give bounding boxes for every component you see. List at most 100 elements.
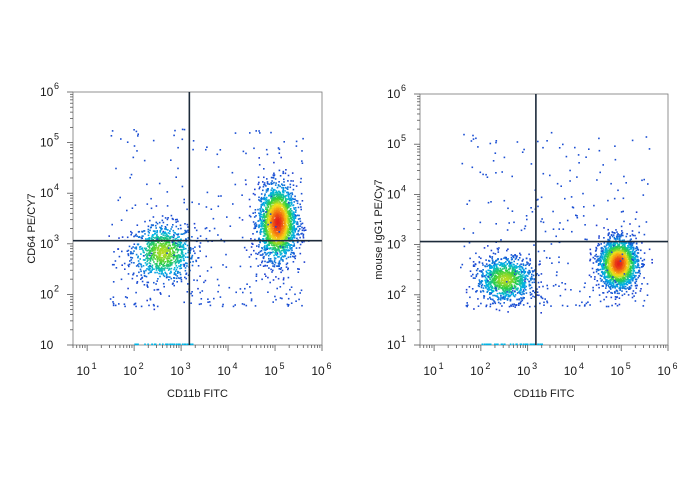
- event-dot: [166, 260, 169, 262]
- event-dot: [521, 281, 523, 283]
- event-dot: [272, 247, 274, 249]
- event-dot: [299, 220, 302, 223]
- event-dot: [260, 205, 262, 208]
- event-dot: [301, 241, 304, 244]
- event-dot: [279, 242, 281, 244]
- event-dot: [150, 242, 153, 244]
- event-dot: [276, 219, 279, 222]
- event-dot: [497, 258, 499, 260]
- event-dot: [513, 278, 516, 281]
- event-dot: [502, 298, 504, 300]
- event-dot: [241, 303, 244, 305]
- event-dot: [501, 292, 503, 295]
- event-dot: [280, 243, 282, 245]
- event-dot: [184, 256, 187, 258]
- event-dot: [177, 262, 180, 264]
- event-dot: [158, 268, 161, 271]
- event-dot: [258, 214, 261, 216]
- event-dot: [239, 288, 242, 290]
- event-dot: [158, 256, 161, 259]
- event-dot: [520, 286, 522, 289]
- event-dot: [514, 306, 516, 308]
- event-dot: [269, 213, 272, 215]
- event-dot: [530, 293, 533, 295]
- event-dot: [509, 263, 511, 266]
- event-dot: [162, 273, 164, 275]
- event-dot: [278, 261, 281, 263]
- event-dot: [159, 226, 161, 229]
- event-dot: [284, 216, 287, 218]
- event-dot: [174, 238, 177, 240]
- event-dot: [153, 254, 155, 256]
- event-dot: [529, 258, 531, 260]
- event-dot: [158, 237, 161, 240]
- event-dot: [171, 226, 173, 228]
- event-dot: [167, 263, 170, 266]
- event-dot: [301, 160, 303, 162]
- event-dot: [151, 235, 153, 237]
- event-dot: [135, 130, 138, 133]
- event-dot: [276, 233, 279, 236]
- event-dot: [496, 268, 498, 270]
- event-dot: [294, 257, 296, 260]
- event-dot: [506, 283, 509, 285]
- event-dot: [150, 224, 153, 226]
- event-dot: [115, 267, 118, 269]
- event-dot: [130, 251, 132, 253]
- event-dot: [279, 217, 281, 219]
- event-dot: [143, 159, 146, 162]
- event-dot: [482, 264, 484, 266]
- event-dot: [262, 238, 265, 240]
- event-dot: [276, 229, 278, 231]
- event-dot: [508, 274, 510, 277]
- event-dot: [537, 281, 540, 284]
- event-dot: [634, 282, 637, 285]
- event-dot: [489, 292, 491, 294]
- event-dot: [173, 277, 176, 279]
- event-dot: [539, 263, 541, 265]
- event-dot: [538, 294, 540, 297]
- event-dot: [494, 274, 497, 276]
- event-dot: [512, 274, 515, 276]
- event-dot: [276, 265, 279, 267]
- event-dot: [281, 210, 283, 213]
- event-dot: [263, 217, 266, 219]
- event-dot: [262, 185, 265, 188]
- event-dot: [276, 243, 279, 245]
- event-dot: [281, 215, 284, 217]
- event-dot: [264, 265, 266, 267]
- event-dot: [210, 208, 213, 210]
- event-dot: [482, 269, 484, 271]
- event-dot: [504, 281, 507, 283]
- event-dot: [495, 278, 497, 281]
- event-dot: [136, 224, 139, 226]
- event-dot: [509, 280, 511, 283]
- event-dot: [182, 243, 185, 246]
- event-dot: [139, 268, 142, 271]
- event-dot: [564, 288, 567, 291]
- event-dot: [270, 195, 273, 198]
- event-dot: [290, 197, 292, 199]
- event-dot: [294, 217, 296, 219]
- event-dot: [502, 264, 504, 266]
- event-dot: [288, 227, 290, 230]
- event-dot: [259, 200, 261, 202]
- event-dot: [289, 192, 292, 195]
- event-dot: [276, 253, 279, 256]
- event-dot: [478, 285, 481, 288]
- event-dot: [271, 223, 273, 225]
- event-dot: [172, 251, 175, 253]
- event-dot: [501, 272, 504, 275]
- event-dot: [521, 298, 523, 300]
- event-dot: [254, 305, 257, 307]
- event-dot: [171, 241, 174, 244]
- event-dot: [279, 195, 281, 197]
- event-dot: [213, 297, 215, 300]
- event-dot: [163, 238, 166, 241]
- event-dot: [165, 250, 167, 252]
- event-dot: [259, 212, 261, 215]
- event-dot: [156, 231, 158, 234]
- event-dot: [130, 247, 133, 250]
- event-dot: [521, 284, 524, 286]
